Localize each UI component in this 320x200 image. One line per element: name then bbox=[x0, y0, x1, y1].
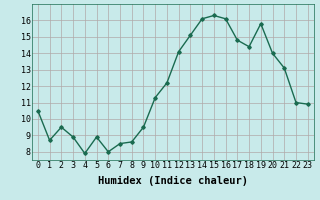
X-axis label: Humidex (Indice chaleur): Humidex (Indice chaleur) bbox=[98, 176, 248, 186]
